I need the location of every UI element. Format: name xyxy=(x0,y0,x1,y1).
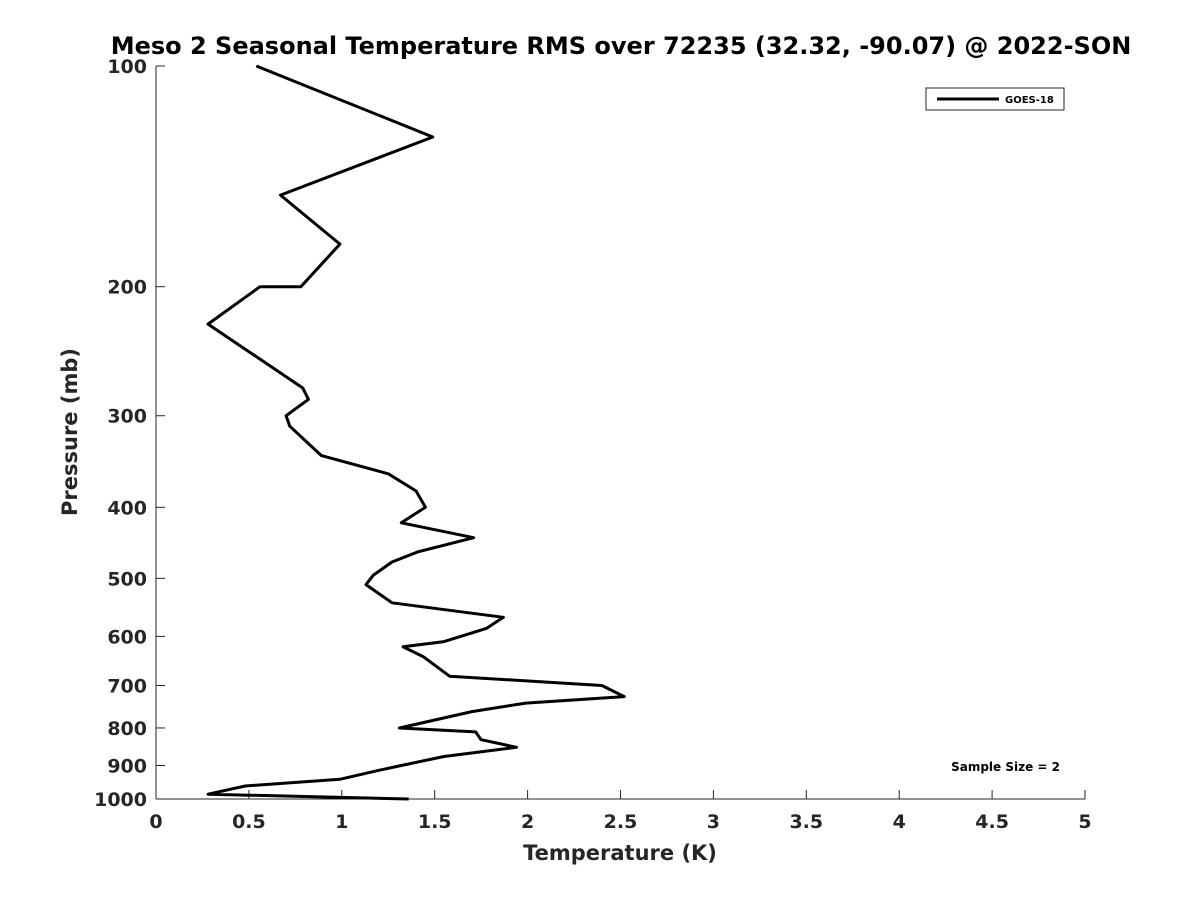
y-tick-label: 800 xyxy=(107,718,147,740)
y-tick-label: 100 xyxy=(107,56,147,78)
legend: GOES-18 xyxy=(925,87,1065,111)
y-tick-label: 600 xyxy=(107,626,147,648)
x-tick-label: 4 xyxy=(893,811,906,833)
x-tick-label: 3.5 xyxy=(789,811,823,833)
x-tick-label: 4.5 xyxy=(975,811,1009,833)
x-tick-label: 5 xyxy=(1078,811,1091,833)
x-tick-label: 2 xyxy=(521,811,534,833)
series-line-goes-18 xyxy=(206,64,626,801)
y-axis-label: Pressure (mb) xyxy=(58,348,82,516)
y-tick-label: 1000 xyxy=(94,789,147,811)
y-tick-label: 300 xyxy=(107,406,147,428)
x-ticks: 0 0.5 1 1.5 2 2.5 3 3.5 4 4.5 5 xyxy=(149,790,1092,833)
y-tick-label: 700 xyxy=(107,675,147,697)
x-tick-label: 1.5 xyxy=(418,811,452,833)
x-tick-label: 1 xyxy=(335,811,348,833)
plot-area: 0 0.5 1 1.5 2 2.5 3 3.5 4 4.5 5 100 200 300 400 500 600… xyxy=(94,56,1092,833)
chart-title: Meso 2 Seasonal Temperature RMS over 722… xyxy=(111,32,1132,60)
y-tick-label: 900 xyxy=(107,755,147,777)
series-layer xyxy=(206,64,626,801)
x-tick-label: 0.5 xyxy=(232,811,266,833)
y-tick-label: 500 xyxy=(107,568,147,590)
y-ticks: 100 200 300 400 500 600 700 800 900 1000 xyxy=(94,56,165,811)
x-tick-label: 0 xyxy=(149,811,162,833)
x-tick-label: 3 xyxy=(707,811,720,833)
sample-size-annotation: Sample Size = 2 xyxy=(951,760,1060,774)
legend-label-goes-18: GOES-18 xyxy=(1005,95,1054,106)
y-tick-label: 400 xyxy=(107,497,147,519)
x-axis-label: Temperature (K) xyxy=(523,841,717,865)
y-tick-label: 200 xyxy=(107,277,147,299)
x-tick-label: 2.5 xyxy=(604,811,638,833)
